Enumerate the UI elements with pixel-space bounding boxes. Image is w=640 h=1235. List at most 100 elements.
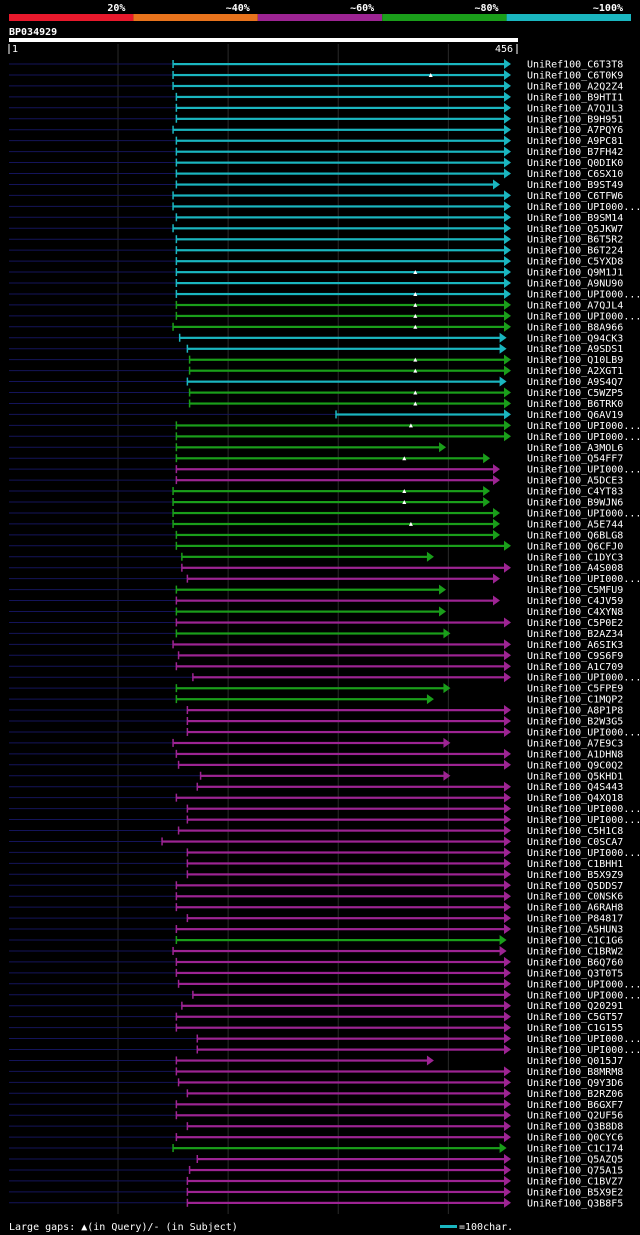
hit-row[interactable]: UniRef100_A9S4Q7 (9, 376, 623, 389)
hit-label[interactable]: UniRef100_C6T3T8 (527, 60, 623, 71)
hit-row[interactable]: UniRef100_Q6CFJ0 (9, 540, 623, 553)
hit-label[interactable]: UniRef100_A5E744 (527, 519, 623, 530)
hit-label[interactable]: UniRef100_Q9M1J1 (527, 268, 623, 279)
hit-label[interactable]: UniRef100_Q5DDS7 (527, 881, 623, 892)
hit-row[interactable]: UniRef100_Q5AZQ5 (9, 1154, 623, 1166)
hit-label[interactable]: UniRef100_Q0DIK0 (527, 158, 623, 169)
hit-label[interactable]: UniRef100_UPI000... (527, 727, 640, 738)
hit-row[interactable]: UniRef100_Q3B8F5 (9, 1197, 623, 1210)
hit-row[interactable]: UniRef100_B8A966 (9, 321, 623, 334)
hit-label[interactable]: UniRef100_Q5KHD1 (527, 771, 623, 782)
hit-row[interactable]: UniRef100_A9SDS1 (9, 343, 623, 356)
hit-label[interactable]: UniRef100_B9ST49 (527, 180, 623, 191)
hit-row[interactable]: UniRef100_C5H1C8 (9, 825, 623, 838)
hit-label[interactable]: UniRef100_Q6CFJ0 (527, 541, 623, 552)
hit-label[interactable]: UniRef100_A5DCE3 (527, 476, 623, 487)
hit-row[interactable]: UniRef100_C1BHH1 (9, 858, 623, 870)
hit-row[interactable]: UniRef100_A5DCE3 (9, 475, 623, 487)
hit-label[interactable]: UniRef100_A7PQY6 (527, 125, 623, 136)
hit-label[interactable]: UniRef100_B8A966 (527, 322, 623, 333)
hit-row[interactable]: UniRef100_UPI000... (9, 803, 640, 816)
hit-label[interactable]: UniRef100_B9HTI1 (527, 92, 623, 103)
hit-label[interactable]: UniRef100_UPI000... (527, 421, 640, 432)
hit-label[interactable]: UniRef100_C1C1G6 (527, 936, 623, 947)
hit-label[interactable]: UniRef100_Q3T0T5 (527, 968, 623, 979)
hit-row[interactable]: UniRef100_C4YT83 (9, 486, 623, 498)
hit-label[interactable]: UniRef100_B5X9Z9 (527, 870, 623, 881)
hit-row[interactable]: UniRef100_UPI000... (9, 431, 640, 443)
hit-label[interactable]: UniRef100_UPI000... (527, 673, 640, 684)
hit-row[interactable]: UniRef100_A8P1P8 (9, 705, 623, 717)
hit-label[interactable]: UniRef100_C1BVZ7 (527, 1176, 623, 1187)
hit-row[interactable]: UniRef100_B9SM14 (9, 212, 623, 224)
hit-row[interactable]: UniRef100_Q9C0Q2 (9, 759, 623, 772)
hit-label[interactable]: UniRef100_A6RAH8 (527, 903, 623, 914)
hit-label[interactable]: UniRef100_C4JV59 (527, 596, 623, 607)
hit-label[interactable]: UniRef100_C5WZP5 (527, 388, 623, 399)
hit-label[interactable]: UniRef100_Q94CK3 (527, 333, 623, 344)
hit-label[interactable]: UniRef100_A8P1P8 (527, 706, 623, 717)
hit-label[interactable]: UniRef100_UPI000... (527, 848, 640, 859)
hit-row[interactable]: UniRef100_UPI000... (9, 1033, 640, 1046)
hit-label[interactable]: UniRef100_A1C709 (527, 662, 623, 673)
hit-row[interactable]: UniRef100_A3MOL6 (9, 442, 623, 454)
hit-label[interactable]: UniRef100_UPI000... (527, 508, 640, 519)
hit-label[interactable]: UniRef100_A7QJL3 (527, 103, 623, 114)
hit-row[interactable]: UniRef100_A1C709 (9, 661, 623, 673)
hit-row[interactable]: UniRef100_Q0DIK0 (9, 157, 623, 170)
hit-row[interactable]: UniRef100_Q4S443 (9, 781, 623, 794)
hit-row[interactable]: UniRef100_C6T3T8 (9, 59, 623, 71)
hit-label[interactable]: UniRef100_C1C174 (527, 1144, 623, 1155)
hit-row[interactable]: UniRef100_Q4XQ18 (9, 792, 623, 805)
hit-label[interactable]: UniRef100_Q2UF56 (527, 1111, 623, 1122)
hit-row[interactable]: UniRef100_B6Q760 (9, 956, 623, 969)
hit-row[interactable]: UniRef100_Q5KHD1 (9, 770, 623, 783)
hit-row[interactable]: UniRef100_Q20291 (9, 1000, 623, 1013)
hit-row[interactable]: UniRef100_UPI000... (9, 672, 640, 684)
hit-label[interactable]: UniRef100_A7QJL4 (527, 300, 623, 311)
hit-row[interactable]: UniRef100_UPI000... (9, 288, 640, 301)
hit-row[interactable]: UniRef100_C6TFW6 (9, 190, 623, 202)
hit-row[interactable]: UniRef100_C5WZP5 (9, 387, 623, 400)
hit-label[interactable]: UniRef100_B9H951 (527, 114, 623, 125)
hit-label[interactable]: UniRef100_A7E9C3 (527, 738, 623, 749)
hit-row[interactable]: UniRef100_C6T0K9 (9, 69, 623, 82)
hit-label[interactable]: UniRef100_Q75A15 (527, 1165, 623, 1176)
hit-row[interactable]: UniRef100_B2AZ34 (9, 628, 623, 640)
hit-label[interactable]: UniRef100_Q9Y3D6 (527, 1078, 623, 1089)
hit-row[interactable]: UniRef100_B2RZ06 (9, 1088, 623, 1100)
hit-label[interactable]: UniRef100_B2RZ06 (527, 1089, 623, 1100)
hit-row[interactable]: UniRef100_A7E9C3 (9, 737, 623, 750)
hit-row[interactable]: UniRef100_Q5DDS7 (9, 880, 623, 892)
hit-label[interactable]: UniRef100_A9S4Q7 (527, 377, 623, 388)
hit-row[interactable]: UniRef100_UPI000... (9, 420, 640, 432)
hit-row[interactable]: UniRef100_Q5JKW7 (9, 223, 623, 235)
hit-row[interactable]: UniRef100_Q54FF7 (9, 453, 623, 465)
hit-row[interactable]: UniRef100_UPI000... (9, 814, 640, 827)
hit-label[interactable]: UniRef100_Q9C0Q2 (527, 760, 623, 771)
hit-label[interactable]: UniRef100_A9SDS1 (527, 344, 623, 355)
hit-row[interactable]: UniRef100_Q9Y3D6 (9, 1077, 623, 1089)
hit-label[interactable]: UniRef100_A9PC81 (527, 136, 623, 147)
hit-row[interactable]: UniRef100_Q2UF56 (9, 1110, 623, 1122)
hit-label[interactable]: UniRef100_B2W3G5 (527, 717, 623, 728)
hit-row[interactable]: UniRef100_B5X9E2 (9, 1186, 623, 1199)
hit-row[interactable]: UniRef100_UPI000... (9, 573, 640, 586)
hit-label[interactable]: UniRef100_UPI000... (527, 815, 640, 826)
hit-row[interactable]: UniRef100_Q3T0T5 (9, 967, 623, 980)
hit-label[interactable]: UniRef100_UPI000... (527, 202, 640, 213)
hit-label[interactable]: UniRef100_Q4XQ18 (527, 793, 623, 804)
hit-row[interactable]: UniRef100_C4XYN8 (9, 606, 623, 619)
hit-label[interactable]: UniRef100_Q015J7 (527, 1056, 623, 1067)
hit-row[interactable]: UniRef100_B6TRK0 (9, 398, 623, 410)
hit-row[interactable]: UniRef100_B6T224 (9, 245, 623, 257)
hit-row[interactable]: UniRef100_C1MQP2 (9, 694, 623, 706)
hit-label[interactable]: UniRef100_A1DHN8 (527, 749, 623, 760)
hit-row[interactable]: UniRef100_Q0CYC6 (9, 1132, 623, 1144)
hit-label[interactable]: UniRef100_C9S6F9 (527, 651, 623, 662)
hit-row[interactable]: UniRef100_B9ST49 (9, 179, 623, 191)
hit-label[interactable]: UniRef100_C1MQP2 (527, 695, 623, 706)
hit-row[interactable]: UniRef100_A5E744 (9, 518, 623, 531)
hit-row[interactable]: UniRef100_A2Q2Z4 (9, 80, 623, 93)
hit-label[interactable]: UniRef100_C0NSK6 (527, 892, 623, 903)
